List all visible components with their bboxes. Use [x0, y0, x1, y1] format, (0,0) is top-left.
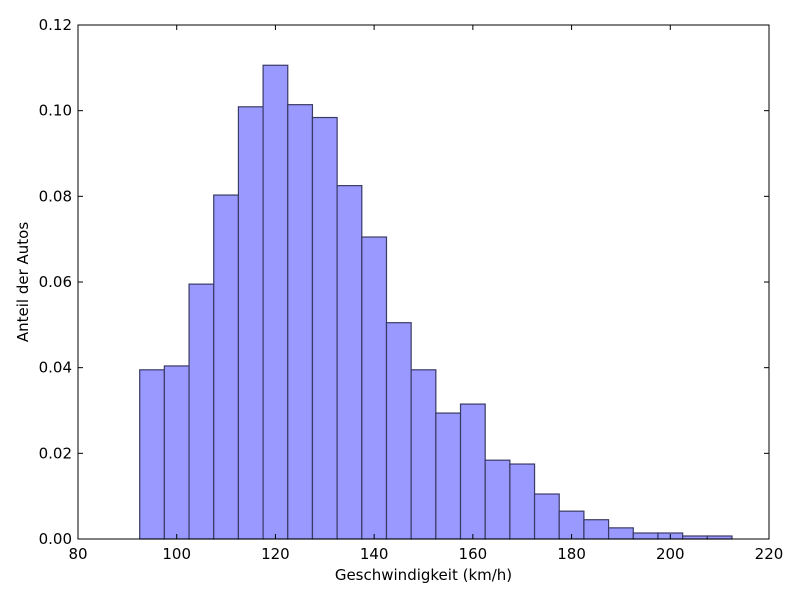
histogram-bar-10 [361, 236, 388, 540]
histogram-bar-2 [163, 365, 190, 540]
y-axis-label: Anteil der Autos [14, 222, 32, 342]
histogram-bar-19 [583, 519, 610, 540]
y-tick-label: 0.06 [39, 273, 72, 291]
tick-labels-layer: 80 100 120 140 160 180 200 220 0.00 0.02 0.04 0.06 0… [39, 16, 784, 563]
histogram-bar-1 [139, 369, 165, 540]
histogram-bar-8 [311, 116, 338, 540]
histogram-bar-4 [213, 194, 240, 540]
y-tick-label: 0.08 [39, 187, 72, 205]
x-tick-label: 80 [68, 545, 87, 563]
x-tick-label: 200 [656, 545, 685, 563]
histogram-bar-20 [607, 527, 634, 540]
y-tick-label: 0.00 [39, 530, 72, 548]
x-tick-label: 140 [360, 545, 389, 563]
histogram-bar-7 [287, 104, 314, 540]
histogram-bar-15 [484, 459, 511, 540]
histogram-bar-12 [410, 369, 437, 540]
x-tick-label: 120 [261, 545, 290, 563]
x-tick-label: 100 [162, 545, 191, 563]
bars-layer [139, 64, 733, 540]
histogram-bar-17 [533, 493, 560, 540]
y-tick-label: 0.10 [39, 102, 72, 120]
ticks-layer [77, 24, 770, 540]
x-tick-label: 180 [557, 545, 586, 563]
histogram-bar-3 [188, 283, 215, 540]
histogram-bar-13 [435, 412, 462, 540]
histogram-bar-14 [459, 403, 486, 540]
y-tick-label: 0.02 [39, 444, 72, 462]
x-axis-label: Geschwindigkeit (km/h) [335, 566, 512, 584]
histogram-bar-9 [336, 185, 363, 540]
histogram-bar-16 [509, 463, 536, 540]
histogram-bar-6 [262, 64, 289, 540]
histogram-bar-5 [237, 106, 264, 540]
histogram-bar-21 [632, 532, 659, 540]
histogram-bar-11 [385, 322, 412, 540]
x-tick-label: 160 [459, 545, 488, 563]
y-tick-label: 0.04 [39, 359, 72, 377]
x-tick-label: 220 [755, 545, 784, 563]
y-tick-label: 0.12 [39, 16, 72, 34]
